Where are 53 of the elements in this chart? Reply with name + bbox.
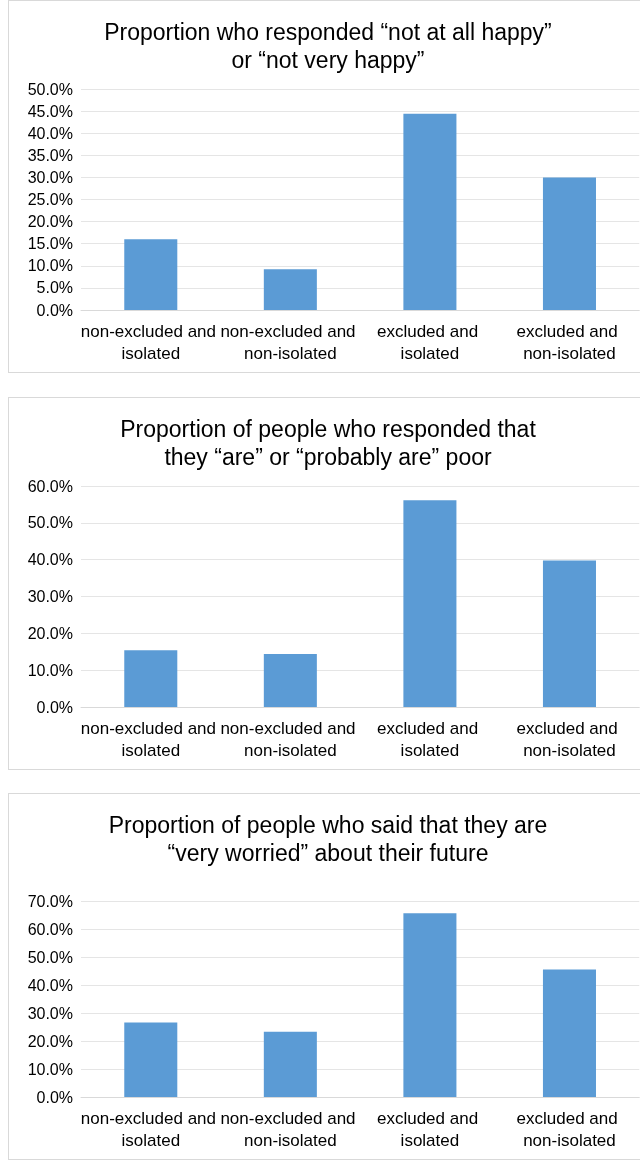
y-tick-label: 70.0% — [27, 892, 73, 910]
y-tick-label: 5.0% — [36, 279, 73, 297]
y-tick-label: 35.0% — [27, 146, 73, 164]
x-tick-label: non-excluded and non-isolated — [220, 321, 361, 363]
y-tick-label: 10.0% — [27, 257, 73, 275]
chart-title: Proportion of people who responded that they “are” or “probably are” poor — [120, 416, 537, 470]
y-tick-label: 40.0% — [27, 976, 73, 994]
x-tick-label: excluded and isolated — [376, 1108, 483, 1150]
y-tick-label: 0.0% — [36, 698, 73, 716]
bar — [403, 500, 457, 707]
bar — [403, 913, 457, 1097]
y-tick-label: 30.0% — [27, 1004, 73, 1022]
bar — [403, 113, 457, 310]
x-tick-label: excluded and isolated — [376, 321, 483, 363]
x-tick-label: excluded and non-isolated — [516, 321, 623, 363]
y-tick-label: 20.0% — [27, 1032, 73, 1050]
x-tick-label: non-excluded and isolated — [80, 1108, 221, 1150]
y-tick-label: 0.0% — [36, 1088, 73, 1106]
y-tick-label: 60.0% — [27, 477, 73, 495]
y-tick-label: 60.0% — [27, 920, 73, 938]
y-tick-label: 20.0% — [27, 213, 73, 231]
y-tick-label: 15.0% — [27, 235, 73, 253]
bar — [542, 560, 596, 707]
bar — [124, 1022, 178, 1097]
y-tick-label: 10.0% — [27, 1060, 73, 1078]
y-tick-label: 40.0% — [27, 124, 73, 142]
bar — [542, 969, 596, 1097]
bar — [124, 239, 178, 310]
x-tick-label: non-excluded and non-isolated — [220, 1108, 361, 1150]
y-tick-label: 30.0% — [27, 168, 73, 186]
bar — [124, 650, 178, 707]
chart-title: Proportion who responded “not at all happy” or “not very happy” — [104, 19, 552, 73]
x-tick-label: excluded and isolated — [376, 718, 483, 760]
y-tick-label: 30.0% — [27, 588, 73, 605]
y-tick-label: 50.0% — [27, 514, 73, 532]
y-tick-label: 50.0% — [27, 948, 73, 966]
y-tick-label: 45.0% — [27, 102, 73, 120]
bar — [263, 653, 317, 707]
x-tick-label: non-excluded and isolated — [80, 321, 221, 363]
bar — [263, 269, 317, 310]
x-tick-label: excluded and non-isolated — [516, 1108, 623, 1150]
y-tick-label: 0.0% — [36, 301, 73, 319]
x-tick-label: excluded and non-isolated — [516, 718, 623, 760]
x-tick-label: non-excluded and non-isolated — [220, 718, 361, 760]
y-tick-label: 10.0% — [27, 661, 73, 679]
y-tick-label: 50.0% — [27, 80, 73, 98]
bar — [542, 177, 596, 310]
y-tick-label: 20.0% — [27, 624, 73, 642]
x-tick-label: non-excluded and isolated — [80, 718, 221, 760]
y-tick-label: 40.0% — [27, 551, 73, 569]
bar — [263, 1031, 317, 1097]
y-tick-label: 25.0% — [27, 191, 73, 208]
chart-title: Proportion of people who said that they are “very worried” about their future — [108, 812, 548, 866]
